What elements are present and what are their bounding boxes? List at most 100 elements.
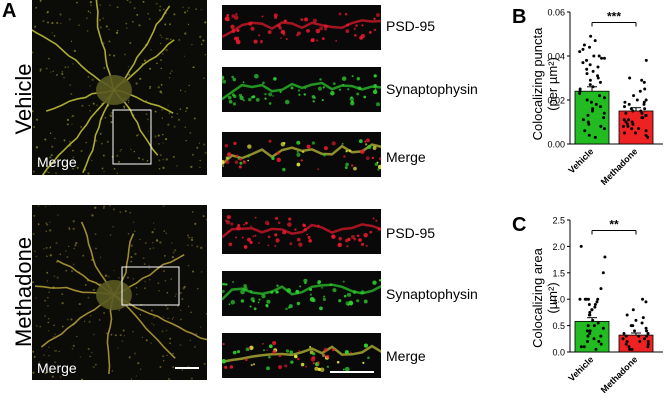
background-puncta (59, 13, 62, 16)
background-puncta (142, 0, 145, 3)
background-puncta (105, 274, 108, 277)
background-puncta (171, 116, 173, 118)
background-puncta (70, 318, 73, 321)
puncta (257, 301, 260, 304)
puncta (309, 293, 313, 296)
data-point (628, 76, 632, 80)
background-puncta (176, 165, 178, 167)
puncta (351, 100, 354, 103)
puncta (268, 92, 273, 97)
background-puncta (61, 301, 64, 305)
background-puncta (167, 105, 169, 107)
methadone-merge-label: Merge (37, 360, 77, 376)
puncta (325, 354, 330, 359)
background-puncta (73, 247, 75, 250)
puncta (298, 242, 303, 247)
data-point (627, 345, 631, 349)
background-puncta (185, 139, 187, 142)
background-puncta (158, 290, 160, 292)
puncta (303, 228, 307, 232)
data-point (642, 102, 646, 106)
methadone-psd95-strip (222, 209, 381, 254)
background-puncta (129, 42, 132, 45)
puncta (282, 230, 287, 235)
background-puncta (147, 118, 149, 121)
y-tick-label: 0.00 (547, 140, 565, 150)
background-puncta (189, 339, 191, 341)
background-puncta (187, 244, 189, 246)
data-point (594, 102, 598, 106)
background-puncta (53, 34, 56, 37)
background-puncta (103, 205, 106, 208)
puncta (247, 144, 252, 149)
data-point (591, 85, 595, 89)
data-point (592, 324, 596, 328)
background-puncta (99, 256, 102, 259)
y-tick-label: 0.02 (547, 96, 565, 106)
puncta (354, 34, 357, 37)
puncta (373, 84, 377, 88)
background-puncta (183, 55, 186, 57)
puncta (309, 345, 312, 348)
puncta (268, 344, 273, 349)
puncta (331, 234, 336, 239)
background-puncta (129, 211, 132, 214)
background-puncta (54, 137, 56, 140)
background-puncta (125, 22, 128, 25)
background-puncta (136, 13, 139, 16)
puncta (228, 99, 233, 104)
background-puncta (85, 141, 87, 144)
background-puncta (191, 236, 193, 239)
puncta (261, 15, 264, 18)
puncta (287, 222, 292, 227)
background-puncta (69, 84, 72, 86)
background-puncta (130, 244, 133, 247)
data-point (590, 308, 594, 312)
background-puncta (196, 146, 199, 149)
puncta (365, 138, 370, 143)
background-puncta (172, 366, 175, 369)
puncta (350, 101, 355, 106)
background-puncta (52, 70, 54, 73)
puncta (373, 28, 377, 32)
methadone-merge-strip-label: Merge (386, 348, 426, 364)
background-puncta (194, 346, 196, 348)
background-puncta (92, 102, 95, 104)
puncta (276, 284, 279, 287)
puncta (236, 350, 241, 354)
background-puncta (136, 293, 138, 296)
background-puncta (45, 221, 48, 225)
data-point (600, 56, 604, 60)
puncta (262, 81, 265, 85)
background-puncta (150, 342, 152, 344)
puncta (364, 140, 367, 143)
puncta (319, 306, 323, 311)
puncta (250, 363, 253, 367)
background-puncta (87, 296, 90, 299)
puncta (253, 307, 257, 311)
background-puncta (143, 59, 147, 62)
puncta (272, 341, 277, 346)
puncta (239, 161, 243, 165)
background-puncta (49, 254, 52, 257)
puncta (356, 234, 360, 238)
data-point (644, 98, 648, 102)
data-point (599, 342, 603, 346)
background-puncta (57, 214, 59, 216)
background-puncta (159, 241, 162, 244)
puncta (263, 349, 266, 352)
puncta (347, 237, 351, 242)
data-point (578, 297, 582, 301)
data-point (642, 337, 646, 341)
puncta (323, 295, 326, 298)
data-point (595, 300, 599, 304)
background-puncta (66, 255, 69, 259)
background-puncta (46, 21, 50, 24)
background-puncta (154, 135, 157, 138)
background-puncta (32, 350, 35, 353)
puncta (229, 365, 234, 369)
background-puncta (94, 233, 97, 236)
puncta (306, 144, 311, 149)
puncta (242, 99, 245, 102)
background-puncta (127, 102, 130, 104)
